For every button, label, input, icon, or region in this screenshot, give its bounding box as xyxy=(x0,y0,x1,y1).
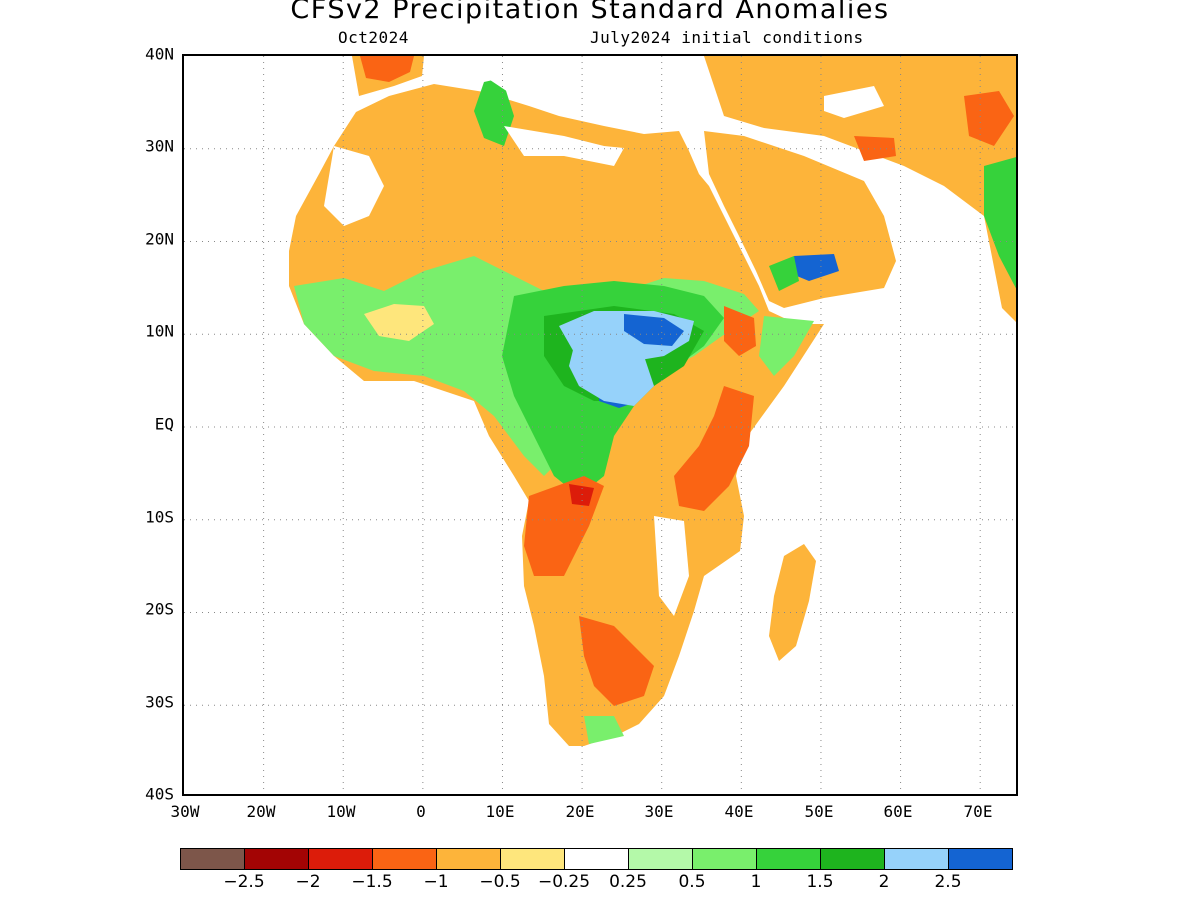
madagascar xyxy=(769,544,816,661)
middle-east-landmass xyxy=(704,56,1016,322)
colorbar-swatch xyxy=(565,849,629,869)
colorbar-swatch xyxy=(757,849,821,869)
colorbar-swatch xyxy=(693,849,757,869)
lon-label: 30E xyxy=(644,802,674,821)
north-africa-white xyxy=(504,126,624,166)
lat-label: 40S xyxy=(145,784,174,804)
graticule xyxy=(184,56,1016,794)
lat-label: 10S xyxy=(145,507,174,527)
colorbar-label: −0.5 xyxy=(479,872,521,892)
ethiopia-orange xyxy=(724,306,756,356)
colorbar-swatch xyxy=(181,849,245,869)
colorbar-label: −0.25 xyxy=(537,872,591,892)
south-africa-red xyxy=(579,616,654,706)
colorbar-label: 1 xyxy=(750,872,762,892)
yemen-green xyxy=(769,256,799,291)
lon-label: 10W xyxy=(326,802,356,821)
lon-label: 20W xyxy=(246,802,276,821)
colorbar-label: −2.5 xyxy=(223,872,265,892)
map-frame xyxy=(182,54,1018,796)
lat-label: 40N xyxy=(145,44,174,64)
colorbar-swatch xyxy=(629,849,693,869)
west-sahara-white xyxy=(324,146,384,226)
colorbar-label: 2 xyxy=(878,872,890,892)
lat-label: 10N xyxy=(145,321,174,341)
colorbar-swatch xyxy=(501,849,565,869)
colorbar-label: 0.25 xyxy=(609,872,647,892)
colorbar-label: 2.5 xyxy=(934,872,962,892)
lon-label: 50E xyxy=(804,802,834,821)
north-africa-green xyxy=(474,78,514,146)
angola-deepred xyxy=(569,484,594,506)
sahel-yellow xyxy=(364,304,434,341)
lat-label: EQ xyxy=(154,414,174,434)
drc-lightblue xyxy=(569,341,654,406)
mozambique-white xyxy=(654,516,689,616)
yemen-blue xyxy=(792,254,839,281)
arabia-white xyxy=(824,86,884,118)
colorbar-swatch xyxy=(373,849,437,869)
lon-label: 20E xyxy=(565,802,595,821)
lat-label: 30S xyxy=(145,692,174,712)
europe-anomaly-red xyxy=(360,56,414,82)
kenya-tanzania-orange xyxy=(674,386,754,511)
lat-label: 20N xyxy=(145,229,174,249)
colorbar-label: 1.5 xyxy=(806,872,834,892)
lat-label: 20S xyxy=(145,599,174,619)
mediterranean-white xyxy=(424,56,704,124)
colorbar-swatch xyxy=(821,849,885,869)
lon-label: 10E xyxy=(485,802,515,821)
india-green xyxy=(984,157,1016,289)
lon-label: 60E xyxy=(883,802,913,821)
colorbar-swatch xyxy=(885,849,949,869)
south-tip-green xyxy=(584,716,624,744)
colorbar-swatch xyxy=(949,849,1012,869)
initial-conditions: July2024 initial conditions xyxy=(590,28,864,47)
colorbar-swatch xyxy=(309,849,373,869)
map-title: CFSv2 Precipitation Standard Anomalies xyxy=(290,0,890,25)
lon-label: 70E xyxy=(963,802,993,821)
iran-red xyxy=(964,91,1014,146)
colorbar-label: −1.5 xyxy=(351,872,393,892)
lon-label: 40E xyxy=(724,802,754,821)
arabia-landmass xyxy=(704,131,896,308)
colorbar-label: −2 xyxy=(295,872,321,892)
colorbar-swatch xyxy=(437,849,501,869)
colorbar xyxy=(180,848,1013,870)
colorbar-label: −1 xyxy=(423,872,449,892)
south-sudan-blue xyxy=(624,314,684,346)
forecast-month: Oct2024 xyxy=(338,28,409,47)
lon-label: 30W xyxy=(170,802,200,821)
colorbar-swatch xyxy=(245,849,309,869)
precipitation-map xyxy=(184,56,1016,794)
colorbar-label: 0.5 xyxy=(678,872,706,892)
somalia-green xyxy=(759,316,814,376)
lon-label: 0 xyxy=(416,802,426,821)
gulf-red xyxy=(854,136,896,161)
lat-label: 30N xyxy=(145,136,174,156)
